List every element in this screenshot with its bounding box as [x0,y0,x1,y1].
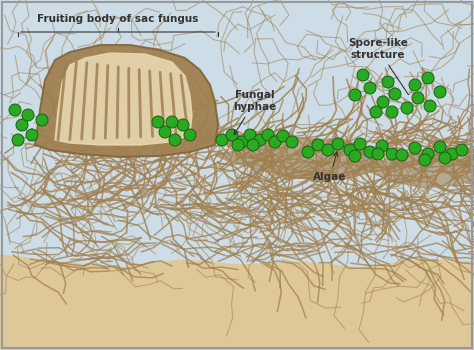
Circle shape [332,138,344,150]
Circle shape [244,129,256,141]
Text: Fungal
hyphae: Fungal hyphae [233,90,277,135]
Circle shape [312,139,324,151]
Circle shape [169,134,181,146]
Circle shape [166,116,178,128]
Circle shape [177,119,189,131]
Circle shape [401,102,413,114]
Circle shape [386,106,398,118]
Circle shape [232,139,244,151]
Circle shape [422,148,434,160]
Circle shape [424,100,436,112]
Polygon shape [55,53,192,145]
Circle shape [364,146,376,158]
Circle shape [236,136,248,148]
Circle shape [409,79,421,91]
Circle shape [344,144,356,156]
Circle shape [262,129,274,141]
Circle shape [354,138,366,150]
Circle shape [386,148,398,160]
Circle shape [226,129,238,141]
Circle shape [254,134,266,146]
Polygon shape [0,255,474,350]
Circle shape [456,144,468,156]
Circle shape [216,134,228,146]
Text: Algae: Algae [313,152,346,182]
Text: Spore-like
structure: Spore-like structure [348,38,409,95]
Circle shape [9,104,21,116]
Circle shape [26,129,38,141]
Text: Fruiting body of sac fungus: Fruiting body of sac fungus [37,14,199,24]
Polygon shape [215,138,380,180]
Circle shape [302,146,314,158]
Circle shape [434,86,446,98]
Circle shape [376,140,388,152]
Circle shape [357,69,369,81]
Circle shape [16,119,28,131]
Circle shape [382,76,394,88]
Circle shape [349,89,361,101]
Circle shape [422,72,434,84]
Circle shape [372,148,384,160]
Circle shape [439,152,451,164]
Circle shape [12,134,24,146]
Circle shape [446,148,458,160]
Polygon shape [370,150,474,188]
Circle shape [419,154,431,166]
Circle shape [370,106,382,118]
Circle shape [396,149,408,161]
Circle shape [349,150,361,162]
Circle shape [322,144,334,156]
Polygon shape [35,45,218,157]
Circle shape [152,116,164,128]
Circle shape [389,88,401,100]
Circle shape [247,139,259,151]
Circle shape [364,82,376,94]
Circle shape [286,136,298,148]
Circle shape [277,130,289,142]
Circle shape [412,92,424,104]
Circle shape [269,136,281,148]
Circle shape [22,109,34,121]
Circle shape [434,141,446,153]
Circle shape [184,129,196,141]
Circle shape [409,142,421,154]
Circle shape [377,96,389,108]
Circle shape [36,114,48,126]
Circle shape [159,126,171,138]
